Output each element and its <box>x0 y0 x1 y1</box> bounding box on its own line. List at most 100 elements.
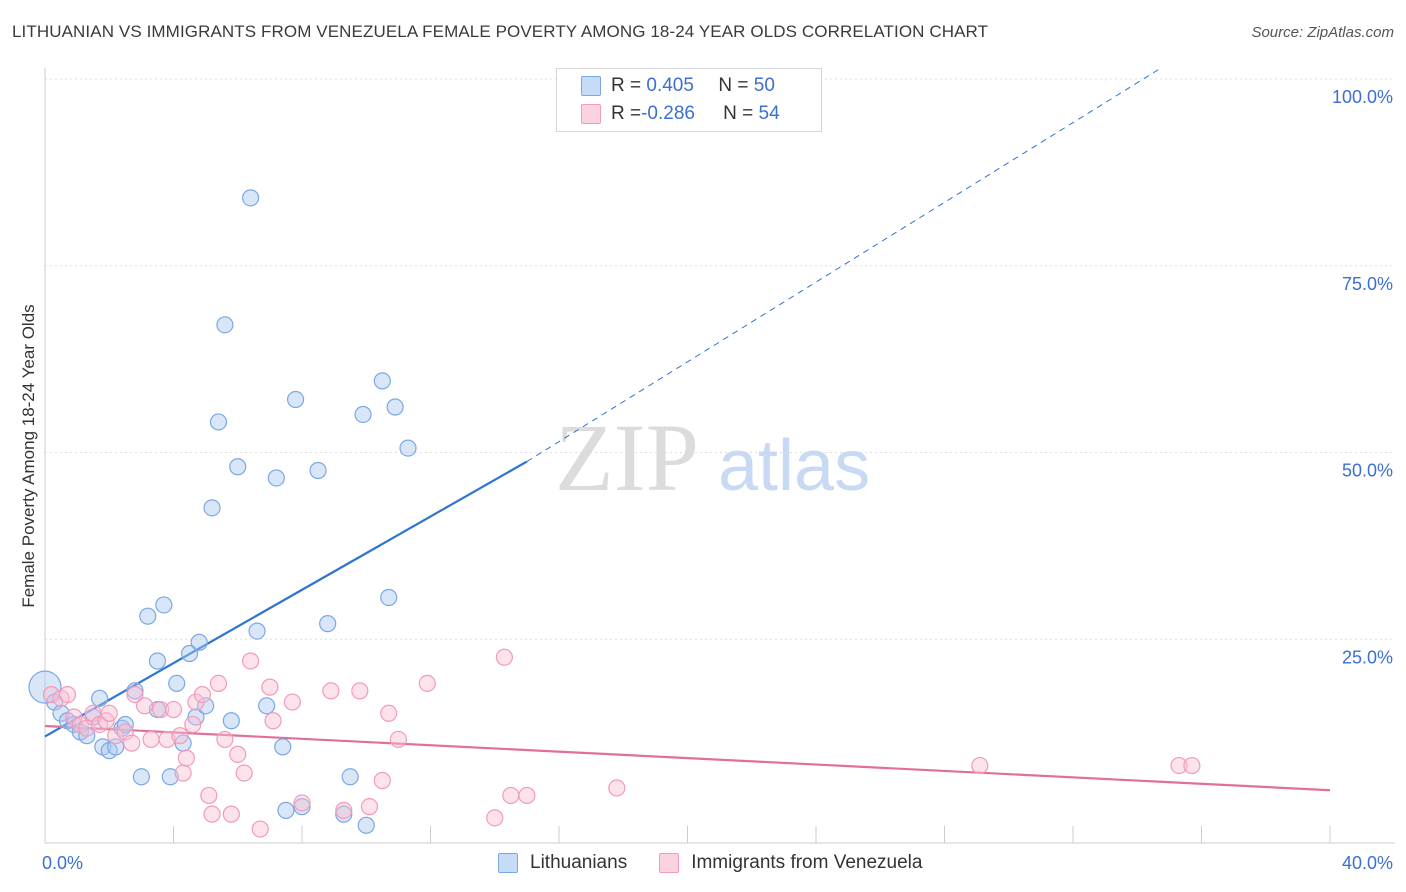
lithuanian-point <box>354 405 372 424</box>
lithuanian-point <box>309 461 327 480</box>
venezuela-point <box>335 801 353 819</box>
venezuela-point <box>200 786 218 805</box>
venezuela-point <box>222 805 240 823</box>
venezuela-point <box>971 756 989 775</box>
lithuanian-point <box>216 316 234 334</box>
lithuanian-trend-line <box>44 460 528 738</box>
lithuanian-point <box>277 801 295 819</box>
venezuela-point <box>486 809 504 827</box>
lithuanian-point <box>373 372 391 390</box>
legend-r-value: 0.405 <box>646 75 694 96</box>
lithuanian-point <box>161 768 179 786</box>
lithuanian-point <box>229 458 247 476</box>
legend-n-value: 54 <box>758 103 780 124</box>
lithuanian-point <box>341 768 359 786</box>
venezuela-point <box>158 730 176 749</box>
venezuela-point <box>373 771 391 790</box>
venezuela-point <box>142 730 160 749</box>
venezuela-point <box>322 682 340 700</box>
source-label: Source: ZipAtlas.com <box>1251 24 1394 41</box>
venezuela-point <box>100 704 118 722</box>
venezuela-point <box>184 715 202 734</box>
venezuela-trend-line <box>44 724 1331 792</box>
legend-n-label: N = <box>718 75 749 96</box>
chart-title: LITHUANIAN VS IMMIGRANTS FROM VENEZUELA … <box>12 22 989 41</box>
legend-row-venezuela: R = -0.286 N = 54 <box>581 101 780 127</box>
legend-swatch-venezuela <box>659 853 680 873</box>
venezuela-point <box>261 678 279 696</box>
lithuanian-point <box>258 697 276 715</box>
lithuanian-point <box>286 390 305 409</box>
venezuela-point <box>389 730 407 749</box>
legend-item-venezuela[interactable]: Immigrants from Venezuela <box>659 852 922 874</box>
y-tick-label: 75.0% <box>1342 274 1393 294</box>
lithuanian-point <box>28 670 62 704</box>
venezuela-point <box>123 734 141 752</box>
venezuela-point <box>107 727 125 745</box>
lithuanian-point <box>203 499 221 517</box>
data-points <box>28 189 1201 838</box>
lithuanian-point <box>190 633 208 651</box>
correlation-legend: R = 0.405 N = 50 R = -0.286 N = 54 <box>556 68 822 132</box>
legend-r-label: R = <box>611 75 642 96</box>
venezuela-point <box>283 693 301 711</box>
lithuanian-point <box>155 596 173 614</box>
venezuela-point <box>251 820 269 838</box>
venezuela-point <box>174 764 192 782</box>
legend-swatch-venezuela <box>581 104 601 124</box>
venezuela-point <box>152 700 170 719</box>
lithuanian-point <box>126 682 144 700</box>
watermark: ZIP atlas <box>555 404 870 511</box>
lithuanian-point <box>139 607 157 625</box>
lithuanian-point <box>168 674 186 692</box>
legend-row-lithuanians: R = 0.405 N = 50 <box>581 73 775 99</box>
grid-lines <box>45 78 1395 640</box>
lithuanian-point <box>209 413 228 431</box>
axes <box>44 68 1395 844</box>
lithuanian-point <box>180 644 199 663</box>
venezuela-point <box>608 779 626 797</box>
venezuela-point <box>235 764 253 782</box>
venezuela-point <box>360 798 379 816</box>
lithuanian-point <box>293 798 311 816</box>
venezuela-point <box>171 727 189 745</box>
lithuanian-point <box>242 189 260 207</box>
lithuanian-point <box>380 588 398 607</box>
venezuela-point <box>1183 756 1201 775</box>
venezuela-point <box>126 685 144 704</box>
series-legend: Lithuanians Immigrants from Venezuela <box>498 852 954 874</box>
venezuela-point <box>495 648 513 666</box>
lithuanian-trend-extension <box>526 68 1161 462</box>
watermark-zip: ZIP <box>555 404 699 511</box>
venezuela-point <box>58 685 77 704</box>
lithuanian-point <box>91 689 109 707</box>
venezuela-point <box>177 749 195 767</box>
legend-swatch-lithuanians <box>498 853 518 873</box>
legend-item-lithuanians[interactable]: Lithuanians <box>498 852 627 874</box>
venezuela-point <box>164 700 183 719</box>
venezuela-point <box>502 786 520 805</box>
venezuela-point <box>380 704 398 722</box>
legend-n-value: 50 <box>753 75 775 96</box>
venezuela-point <box>293 794 311 812</box>
legend-r-label: R = <box>611 103 642 124</box>
tick-labels: 100.0% 75.0% 50.0% 25.0% 0.0% 40.0% <box>42 87 1393 873</box>
lithuanian-point <box>335 805 353 823</box>
y-tick-label: 100.0% <box>1332 87 1393 107</box>
venezuela-point <box>518 786 536 805</box>
x-tick-label: 0.0% <box>42 853 83 873</box>
venezuela-point <box>135 697 154 715</box>
lithuanian-point <box>148 652 167 670</box>
lithuanian-point <box>357 816 375 834</box>
y-tick-label: 50.0% <box>1342 461 1393 481</box>
y-tick-label: 25.0% <box>1342 647 1393 667</box>
watermark-atlas: atlas <box>718 426 870 506</box>
venezuela-point <box>193 685 212 704</box>
lithuanian-point <box>386 398 404 416</box>
lithuanian-point <box>132 768 150 786</box>
legend-n-label: N = <box>723 103 754 124</box>
legend-swatch-lithuanians <box>581 76 601 96</box>
venezuela-point <box>209 674 228 692</box>
venezuela-point <box>229 745 247 763</box>
